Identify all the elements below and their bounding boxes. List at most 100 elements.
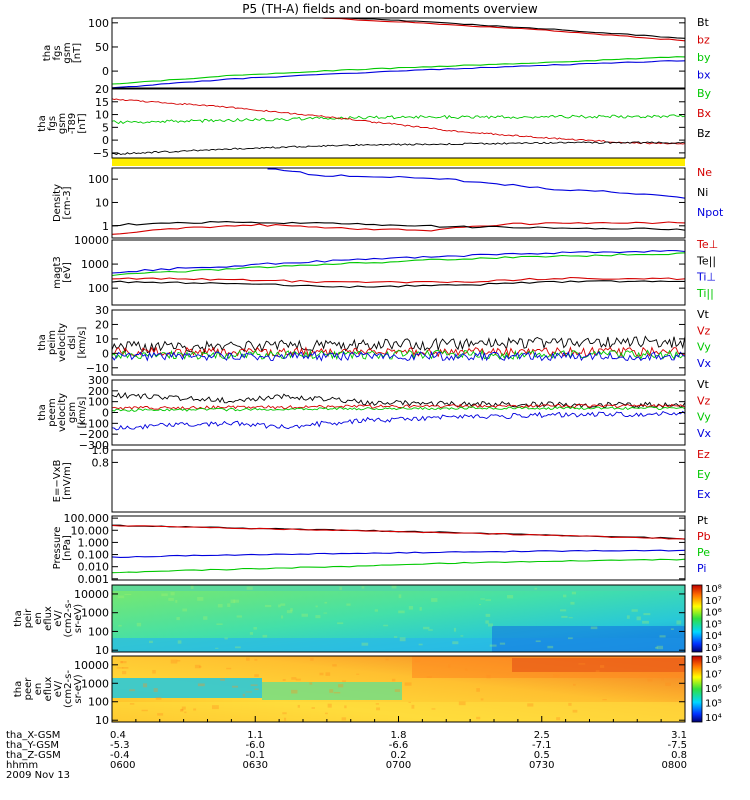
spectrogram-texture <box>291 689 298 694</box>
spectrogram-texture <box>418 643 423 646</box>
ylabel: magt3[eV] <box>52 256 73 289</box>
spectrogram-texture <box>346 603 351 606</box>
spectrogram-texture <box>203 616 208 620</box>
spectrogram-texture <box>573 683 576 686</box>
spectrogram-texture <box>398 594 402 599</box>
legend-By: By <box>697 87 712 100</box>
time-tick-label: 0800 <box>662 760 687 771</box>
colorbar-label: 10⁴ <box>705 713 722 724</box>
spectrogram-texture <box>124 593 132 595</box>
spectrogram-texture <box>568 702 572 706</box>
spectrogram-texture <box>655 646 658 649</box>
spectrogram-texture <box>198 665 202 668</box>
spectrogram-texture <box>481 656 489 658</box>
colorbar-label: 10⁵ <box>705 619 722 630</box>
spectrogram-texture <box>282 712 287 715</box>
spectrogram-texture <box>311 707 315 709</box>
panel-frame <box>111 17 686 89</box>
legend-Ti||: Ti|| <box>696 287 714 300</box>
legend-Te||: Te|| <box>696 254 716 267</box>
spectrogram-texture <box>460 635 464 637</box>
spectrogram-texture <box>636 616 641 621</box>
spectrogram-texture <box>595 670 600 673</box>
spectrogram-texture <box>383 624 389 627</box>
spectrogram-texture <box>227 603 231 608</box>
spectrogram-texture <box>152 669 156 674</box>
spectrogram-texture <box>161 593 168 597</box>
spectrogram-texture <box>325 712 328 715</box>
spectrogram-texture <box>391 678 396 682</box>
spectrogram-texture <box>631 609 638 612</box>
spectrogram-texture <box>659 635 666 638</box>
ylabel-line: [nPa] <box>62 535 73 561</box>
series-line-Bt <box>332 18 685 39</box>
spectrogram-texture <box>325 672 331 676</box>
spectrogram-texture <box>120 661 127 664</box>
spectrogram-texture <box>226 667 232 670</box>
panel-efield: 1.00.8 E=−VxB[mV/m] Ez Ey Ex <box>52 444 711 513</box>
ylabel-line: Density <box>52 184 63 222</box>
legend-Vt: Vt <box>697 308 710 321</box>
ytick-label: 10 <box>95 333 109 346</box>
ytick-label: 0 <box>102 407 109 420</box>
spectrogram-texture <box>568 617 573 619</box>
ytick-label: 100 <box>88 625 109 638</box>
spectrogram-texture <box>176 659 181 662</box>
spectrogram-texture <box>507 595 514 599</box>
series-line-Ni <box>112 221 685 231</box>
spectrogram-texture <box>315 615 321 619</box>
spectrogram-texture <box>168 597 174 601</box>
spectrogram-texture <box>563 594 567 598</box>
spectrogram-texture <box>391 585 397 589</box>
ytick-label: 100 <box>88 173 109 186</box>
ytick-label: 10.000 <box>71 524 110 537</box>
spectrogram-texture <box>356 673 360 675</box>
ylabel-line: peem <box>47 398 58 426</box>
spectrogram-texture <box>556 717 561 721</box>
spectrogram-texture <box>486 674 491 679</box>
spectrogram-texture <box>431 598 438 602</box>
legend-Ey: Ey <box>697 468 711 481</box>
ylabel-line: velocity <box>57 323 68 362</box>
spectrogram-texture <box>250 684 258 686</box>
ytick-label: 100 <box>88 696 109 709</box>
orbit-value: 0.5 <box>534 750 550 761</box>
ytick-label: 0.001 <box>78 573 110 586</box>
spectrogram-texture <box>254 688 259 690</box>
orbit-value: 3.1 <box>671 730 687 741</box>
ytick-label: 30 <box>95 304 109 317</box>
spectrogram-texture <box>404 682 412 686</box>
legend-Vy: Vy <box>697 341 711 354</box>
panel-peer: 10000 1000 100 10 thapeerenefluxeV/(cm2-s-sr… <box>13 655 722 727</box>
ytick-label: 300 <box>88 374 109 387</box>
ytick-label: 10000 <box>74 659 109 672</box>
ylabel-line: fgs <box>47 116 58 131</box>
spectrogram-texture <box>398 610 405 614</box>
spectrogram-texture <box>534 587 537 590</box>
spectrogram-texture <box>553 674 560 678</box>
series-group <box>112 335 685 362</box>
spectrogram-texture <box>249 632 253 635</box>
colorbar-label: 10⁶ <box>705 608 722 619</box>
spectrogram-texture <box>626 615 630 619</box>
spectrogram-texture <box>242 693 246 697</box>
ytick-label: 1000 <box>81 677 109 690</box>
spectrogram-texture <box>283 717 287 721</box>
series-group <box>112 392 685 431</box>
spectrogram-texture <box>408 701 411 703</box>
spectrogram-texture <box>560 609 567 612</box>
series-group <box>112 168 685 235</box>
spectrogram-texture <box>194 664 201 669</box>
spectrogram-texture <box>190 585 194 589</box>
spectrogram-texture <box>419 607 422 611</box>
legend-Ni: Ni <box>697 186 708 199</box>
spectrogram-texture <box>153 688 158 692</box>
spectrogram-texture <box>670 628 674 630</box>
spectrogram-texture <box>374 609 378 612</box>
date-label: 2009 Nov 13 <box>6 770 70 781</box>
ylabel-line: tha <box>13 610 24 626</box>
spectrogram-texture <box>235 646 241 649</box>
